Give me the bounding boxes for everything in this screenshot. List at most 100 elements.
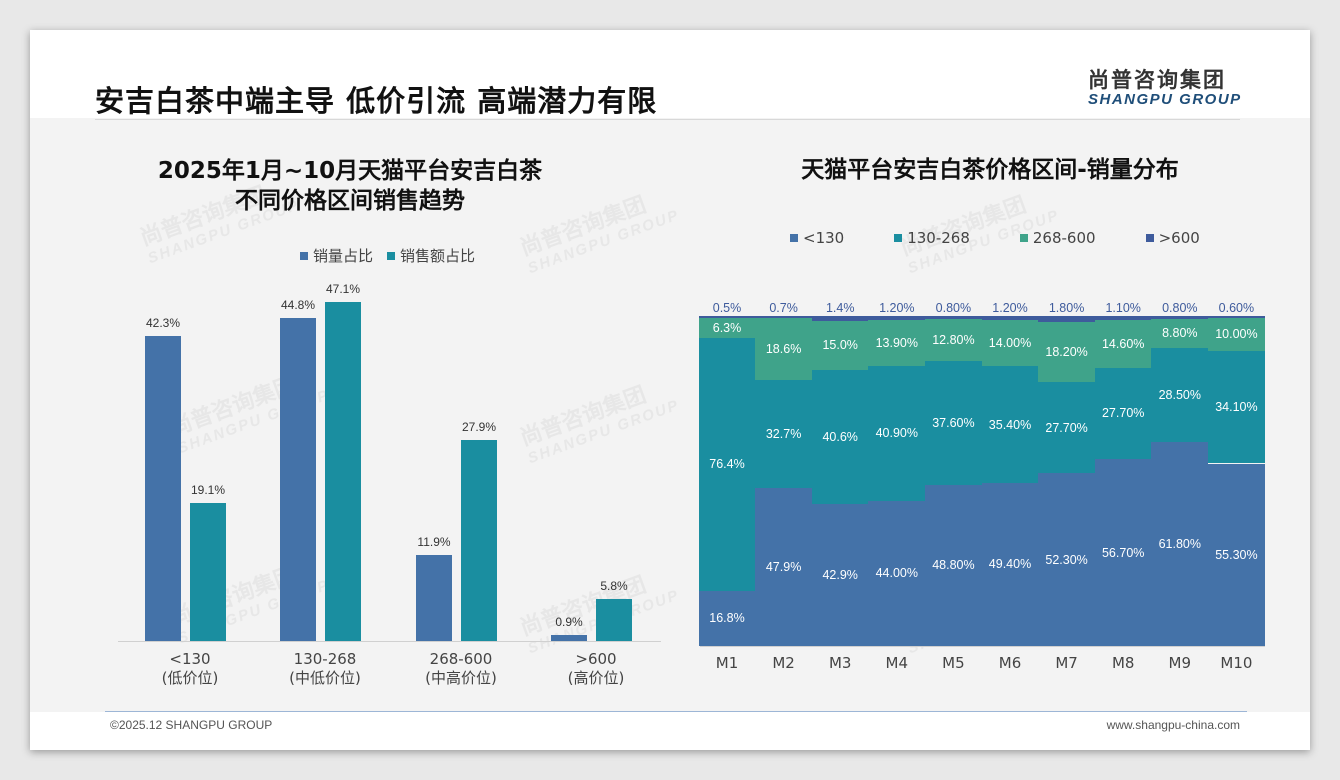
bar-segment: 61.80%	[1151, 441, 1209, 646]
legend-item: >600	[1145, 229, 1200, 247]
footer-divider	[105, 711, 1247, 712]
bar-segment	[755, 316, 813, 319]
data-label: 76.4%	[709, 457, 745, 472]
stacked-bar: 16.8% 76.4% 6.3% 0.5%	[698, 302, 756, 646]
x-tick-label: M9	[1168, 654, 1192, 672]
bar-segment: 27.70%	[1038, 382, 1096, 474]
x-axis	[700, 646, 1265, 647]
x-tick-label: M6	[998, 654, 1022, 672]
bar-segment: 12.80%	[924, 318, 982, 361]
bar	[280, 318, 316, 641]
bar-segment: 40.6%	[811, 370, 869, 505]
legend-item: 268-600	[1019, 229, 1096, 247]
bar-segment: 14.00%	[981, 319, 1039, 367]
bar-segment: 18.6%	[755, 318, 813, 380]
bar-segment: 18.20%	[1038, 321, 1096, 382]
legend-label: 销售额占比	[400, 247, 476, 265]
data-label: 48.80%	[932, 558, 975, 573]
data-label: 40.90%	[875, 426, 918, 441]
stacked-bar: 61.80% 28.50% 8.80% 0.80%	[1151, 302, 1209, 646]
category-sublabel: (高价位)	[567, 669, 625, 687]
bar-segment	[868, 316, 926, 320]
x-tick-label: M5	[942, 654, 965, 672]
category-label: <130	[169, 650, 211, 668]
bar-segment: 52.30%	[1038, 473, 1096, 646]
legend-item-volume: 销量占比	[300, 245, 373, 266]
data-label: 16.8%	[709, 611, 745, 626]
legend-item-amount: 销售额占比	[387, 245, 475, 266]
bar-segment: 10.00%	[1207, 317, 1265, 351]
data-label: 52.30%	[1045, 552, 1088, 567]
legend-label: 销量占比	[313, 247, 374, 265]
stacked-bar: 47.9% 32.7% 18.6% 0.7%	[755, 302, 813, 646]
legend-label: 268-600	[1032, 229, 1096, 247]
page-title: 安吉白茶中端主导 低价引流 高端潜力有限	[95, 84, 658, 118]
stacked-bar: 44.00% 40.90% 13.90% 1.20%	[868, 302, 926, 646]
bar-segment: 13.90%	[868, 319, 926, 366]
bar-segment: 14.60%	[1094, 319, 1152, 368]
left-chart-title-line1: 2025年1月~10月天猫平台安吉白茶	[157, 158, 543, 184]
x-tick-label: M2	[772, 654, 795, 672]
data-label: 55.30%	[1215, 547, 1258, 562]
bar-segment: 47.9%	[755, 487, 813, 646]
data-label: 0.7%	[769, 301, 798, 315]
bar	[416, 555, 452, 641]
legend-label: 130-268	[907, 229, 970, 247]
data-label: 49.40%	[988, 557, 1032, 572]
legend-swatch	[1145, 234, 1154, 242]
logo-en: SHANGPU GROUP	[1088, 91, 1242, 108]
legend-label: <130	[803, 229, 845, 247]
bar-segment: 28.50%	[1151, 347, 1209, 442]
category-label: >600	[575, 650, 617, 668]
data-label: 47.9%	[765, 559, 802, 574]
bar-segment	[924, 316, 982, 319]
x-tick-label: M8	[1111, 654, 1135, 672]
x-tick-label: M3	[828, 654, 852, 672]
data-label: 0.80%	[935, 301, 972, 315]
bar	[145, 336, 181, 641]
data-label: 1.4%	[825, 301, 855, 315]
data-label: 61.80%	[1158, 536, 1201, 551]
bar	[325, 301, 361, 641]
data-label: 18.6%	[765, 342, 802, 357]
data-label: 27.9%	[461, 420, 497, 435]
right-chart-title: 天猫平台安吉白茶价格区间-销量分布	[801, 157, 1179, 183]
bar-segment: 44.00%	[868, 500, 926, 646]
stacked-bar: 55.30% 34.10% 10.00% 0.60%	[1207, 302, 1265, 646]
data-label: 47.1%	[325, 281, 361, 296]
x-tick-label: M4	[885, 654, 909, 672]
data-label: 44.00%	[875, 566, 918, 581]
data-label: 11.9%	[417, 535, 451, 550]
bar-segment: 32.7%	[755, 379, 813, 488]
data-label: 12.80%	[932, 332, 975, 347]
data-label: 8.80%	[1162, 326, 1198, 341]
bar	[551, 634, 587, 641]
bar	[461, 440, 497, 641]
stacked-bar: 42.9% 40.6% 15.0% 1.4%	[811, 302, 869, 646]
data-label: 34.10%	[1215, 400, 1258, 415]
category-sublabel: (中低价位)	[289, 669, 361, 687]
stacked-bar: 52.30% 27.70% 18.20% 1.80%	[1038, 302, 1096, 646]
bar	[596, 599, 632, 641]
data-label: 0.9%	[555, 614, 583, 629]
stacked-bar: 49.40% 35.40% 14.00% 1.20%	[981, 302, 1039, 646]
legend-swatch	[894, 234, 903, 242]
bar-segment: 49.40%	[981, 482, 1039, 646]
x-tick-label: M7	[1055, 654, 1078, 672]
slide: 安吉白茶中端主导 低价引流 高端潜力有限 尚普咨询集团 SHANGPU GROU…	[30, 30, 1310, 750]
footer-website[interactable]: www.shangpu-china.com	[1106, 718, 1240, 732]
logo-cn: 尚普咨询集团	[1088, 68, 1226, 92]
data-label: 44.8%	[280, 298, 316, 313]
category-label: 268-600	[429, 650, 493, 668]
legend-swatch	[387, 251, 396, 260]
footer-copyright: ©2025.12 SHANGPU GROUP	[110, 718, 273, 732]
bar-segment	[981, 316, 1039, 320]
data-label: 0.60%	[1218, 301, 1255, 315]
legend-label: >600	[1158, 229, 1200, 247]
data-label: 42.3%	[145, 316, 181, 331]
bar-segment: 48.80%	[924, 484, 982, 646]
x-tick-label: >600 (高价位)	[536, 650, 656, 688]
company-logo: 尚普咨询集团 SHANGPU GROUP	[1088, 64, 1242, 108]
bar-segment: 27.70%	[1094, 367, 1152, 460]
category-sublabel: (中高价位)	[425, 669, 497, 687]
